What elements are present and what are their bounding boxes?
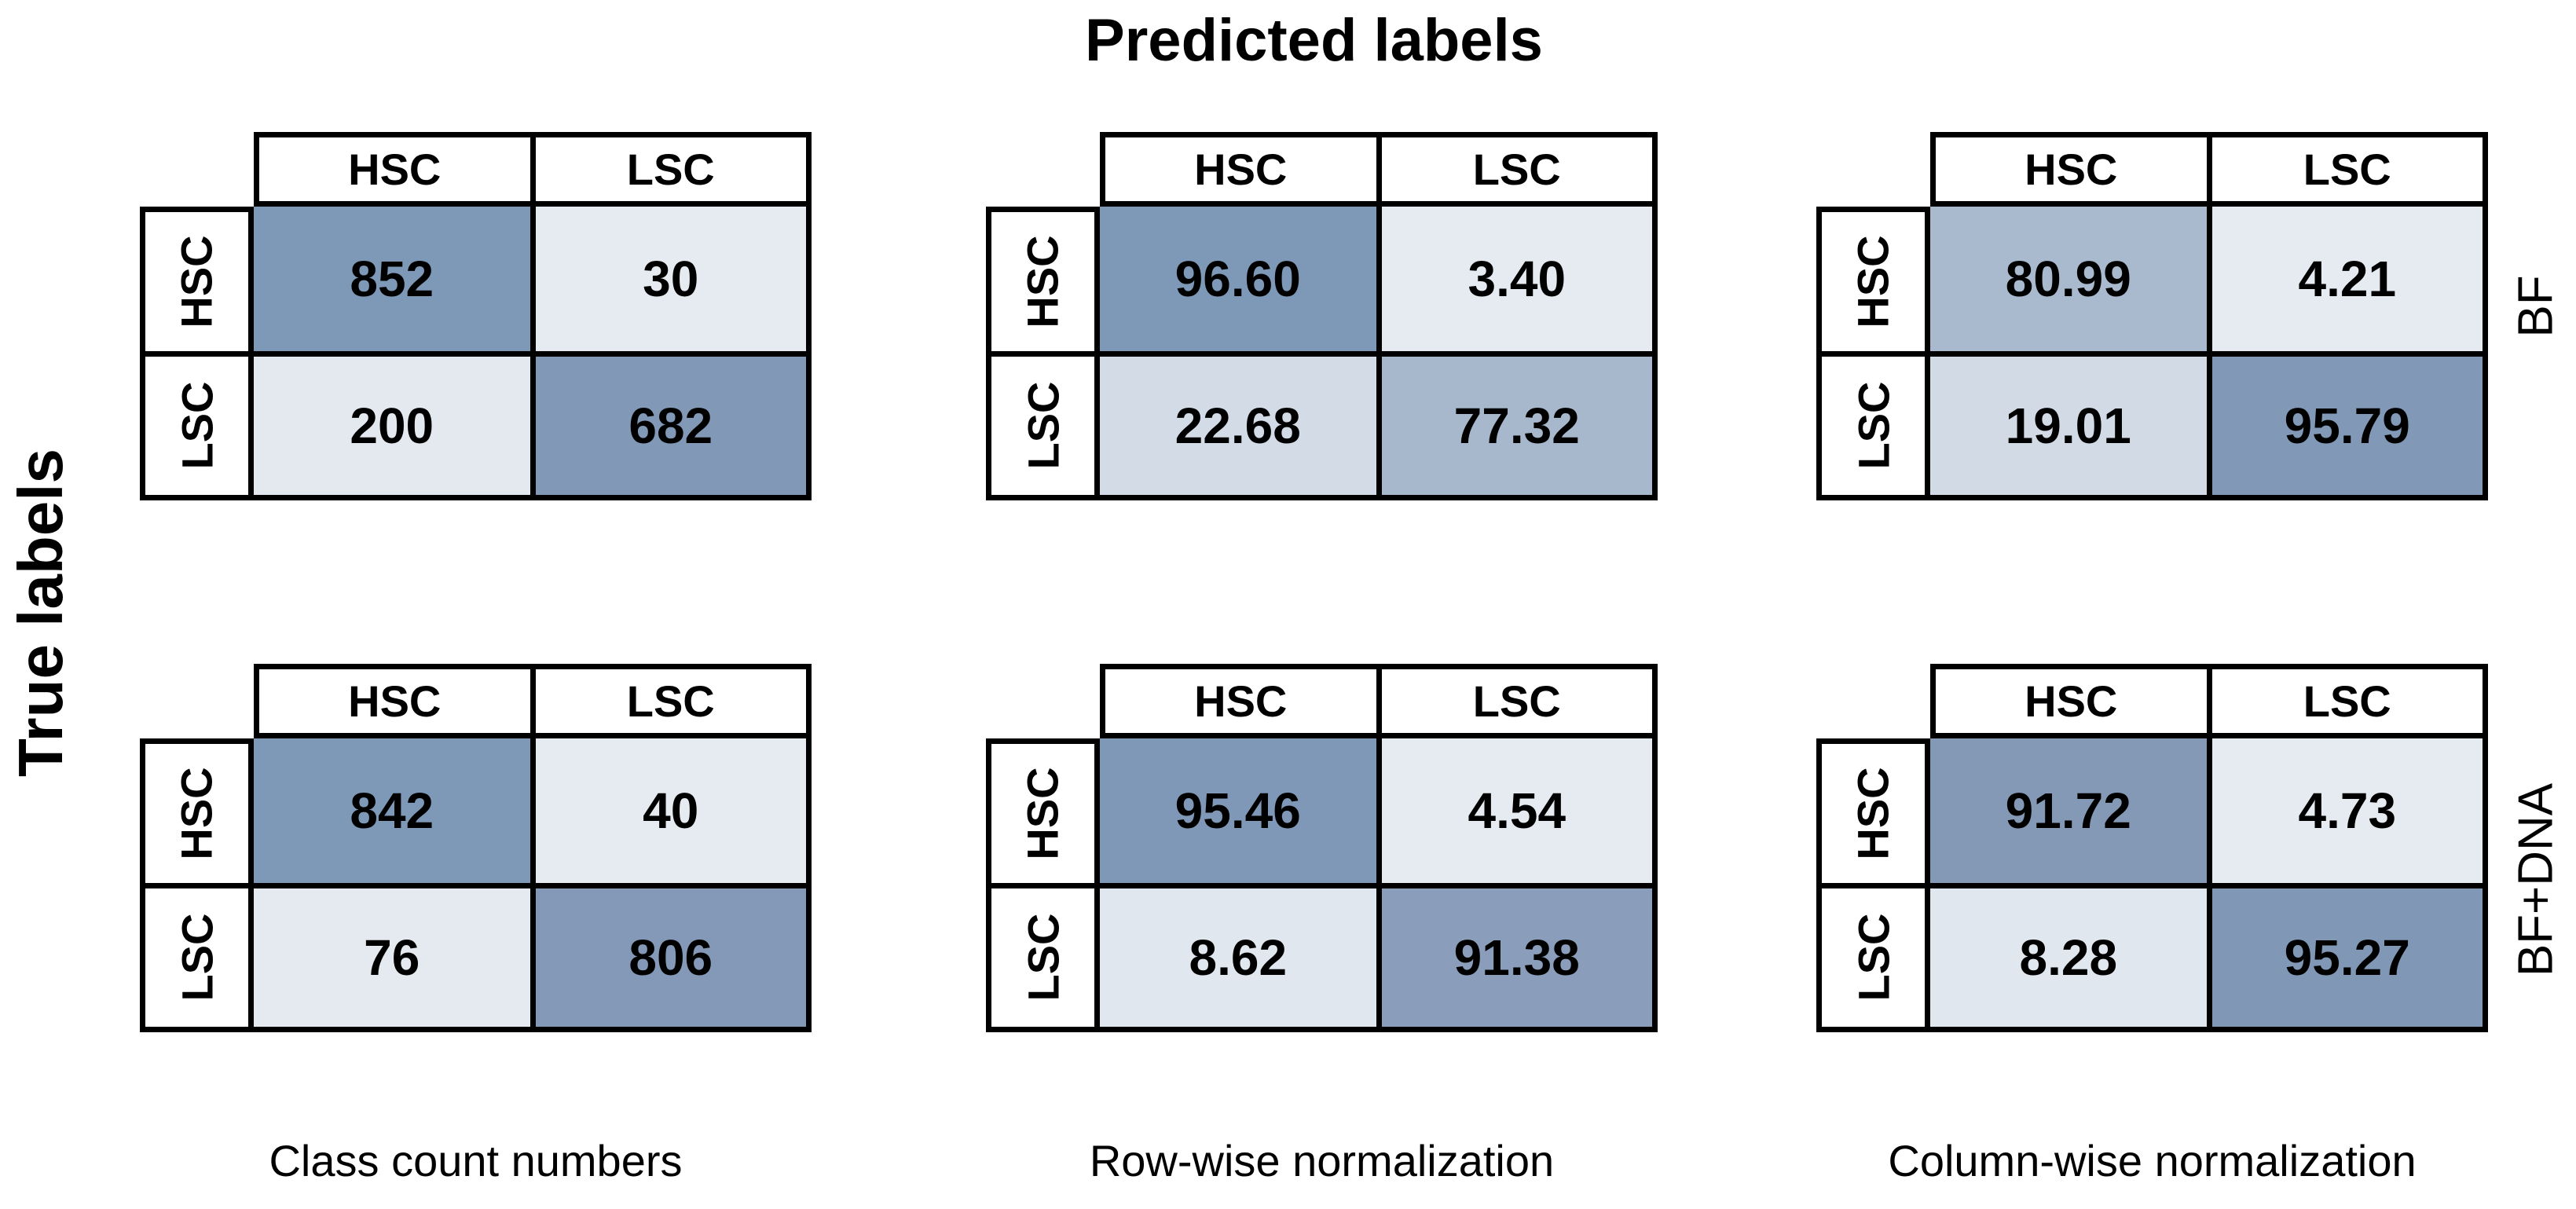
cell-hsc-lsc: 4.73 bbox=[2206, 738, 2483, 883]
caption-class-count-numbers: Class count numbers bbox=[269, 1136, 683, 1185]
corner-spacer bbox=[1816, 132, 1930, 207]
row-group-label-bfdna: BF+DNA bbox=[2508, 782, 2563, 977]
cell-lsc-lsc: 95.27 bbox=[2206, 882, 2483, 1027]
cell-hsc-lsc: 4.54 bbox=[1376, 738, 1652, 883]
cell-hsc-lsc: 3.40 bbox=[1376, 207, 1652, 351]
true-header-col: HSC LSC bbox=[986, 738, 1100, 1032]
row-header-hsc: HSC bbox=[145, 744, 248, 883]
true-header-col: HSC LSC bbox=[1816, 207, 1930, 500]
matrix-cells: 96.60 3.40 22.68 77.32 bbox=[1100, 207, 1658, 500]
cell-lsc-lsc: 91.38 bbox=[1376, 882, 1652, 1027]
confusion-matrix-bf-columnwise: HSC LSC HSC LSC 80.99 4.21 19.01 95.79 bbox=[1816, 132, 2488, 500]
confusion-matrix-bfdna-counts: HSC LSC HSC LSC 842 40 76 806 bbox=[140, 664, 812, 1032]
row-header-lsc-label: LSC bbox=[172, 381, 222, 470]
col-header-hsc: HSC bbox=[348, 145, 442, 194]
predicted-header-row: HSC LSC bbox=[1930, 664, 2488, 738]
x-axis-title: Predicted labels bbox=[1085, 7, 1543, 74]
row-group-label-bf: BF bbox=[2508, 275, 2563, 338]
cell-lsc-lsc: 95.79 bbox=[2206, 350, 2483, 495]
cell-hsc-lsc: 4.21 bbox=[2206, 207, 2483, 351]
confusion-matrix-bf-rowwise: HSC LSC HSC LSC 96.60 3.40 22.68 77.32 bbox=[986, 132, 1658, 500]
cell-hsc-lsc: 40 bbox=[529, 738, 806, 883]
cell-hsc-hsc: 852 bbox=[254, 207, 530, 351]
matrix-cells: 91.72 4.73 8.28 95.27 bbox=[1930, 738, 2488, 1032]
cell-lsc-hsc: 200 bbox=[254, 350, 530, 495]
true-header-col: HSC LSC bbox=[1816, 738, 1930, 1032]
cell-lsc-hsc: 76 bbox=[254, 882, 530, 1027]
corner-spacer bbox=[140, 132, 254, 207]
predicted-header-row: HSC LSC bbox=[1100, 132, 1658, 207]
cell-hsc-hsc: 95.46 bbox=[1100, 738, 1376, 883]
true-header-col: HSC LSC bbox=[986, 207, 1100, 500]
row-header-hsc-label: HSC bbox=[171, 767, 222, 860]
row-header-hsc-label: HSC bbox=[1017, 235, 1068, 328]
confusion-matrix-bfdna-rowwise: HSC LSC HSC LSC 95.46 4.54 8.62 91.38 bbox=[986, 664, 1658, 1032]
row-header-hsc: HSC bbox=[1822, 212, 1925, 351]
caption-row-wise-normalization: Row-wise normalization bbox=[1089, 1136, 1555, 1185]
row-header-hsc-label: HSC bbox=[1848, 235, 1898, 328]
row-header-lsc: LSC bbox=[1822, 350, 1925, 496]
row-header-lsc-label: LSC bbox=[172, 913, 222, 1002]
row-header-lsc: LSC bbox=[991, 350, 1094, 496]
cell-lsc-lsc: 806 bbox=[529, 882, 806, 1027]
true-header-col: HSC LSC bbox=[140, 738, 254, 1032]
cell-lsc-lsc: 682 bbox=[529, 350, 806, 495]
col-header-hsc: HSC bbox=[1194, 145, 1288, 194]
row-header-lsc: LSC bbox=[145, 882, 248, 1028]
cell-hsc-hsc: 96.60 bbox=[1100, 207, 1376, 351]
matrix-cells: 852 30 200 682 bbox=[254, 207, 812, 500]
row-header-lsc: LSC bbox=[1822, 882, 1925, 1028]
predicted-header-row: HSC LSC bbox=[254, 132, 812, 207]
confusion-matrix-bfdna-columnwise: HSC LSC HSC LSC 91.72 4.73 8.28 95.27 bbox=[1816, 664, 2488, 1032]
cell-hsc-lsc: 30 bbox=[529, 207, 806, 351]
row-header-hsc-label: HSC bbox=[171, 235, 222, 328]
confusion-matrix-bf-counts: HSC LSC HSC LSC 852 30 200 682 bbox=[140, 132, 812, 500]
true-header-col: HSC LSC bbox=[140, 207, 254, 500]
matrix-cells: 842 40 76 806 bbox=[254, 738, 812, 1032]
cell-hsc-hsc: 80.99 bbox=[1930, 207, 2207, 351]
col-header-hsc: HSC bbox=[2025, 145, 2118, 194]
col-header-hsc: HSC bbox=[348, 676, 442, 726]
predicted-header-row: HSC LSC bbox=[1930, 132, 2488, 207]
row-header-hsc-label: HSC bbox=[1017, 767, 1068, 860]
col-header-lsc: LSC bbox=[529, 137, 807, 201]
caption-column-wise-normalization: Column-wise normalization bbox=[1888, 1136, 2417, 1185]
cell-lsc-hsc: 8.62 bbox=[1100, 882, 1376, 1027]
row-header-hsc: HSC bbox=[991, 744, 1094, 883]
cell-lsc-lsc: 77.32 bbox=[1376, 350, 1652, 495]
row-header-hsc: HSC bbox=[1822, 744, 1925, 883]
cell-lsc-hsc: 19.01 bbox=[1930, 350, 2207, 495]
row-header-lsc-label: LSC bbox=[1018, 381, 1068, 470]
cell-hsc-hsc: 842 bbox=[254, 738, 530, 883]
matrix-cells: 80.99 4.21 19.01 95.79 bbox=[1930, 207, 2488, 500]
y-axis-title: True labels bbox=[5, 449, 75, 777]
corner-spacer bbox=[986, 132, 1100, 207]
row-header-lsc-label: LSC bbox=[1849, 381, 1898, 470]
row-header-hsc: HSC bbox=[145, 212, 248, 351]
cell-lsc-hsc: 8.28 bbox=[1930, 882, 2207, 1027]
row-header-lsc-label: LSC bbox=[1849, 913, 1898, 1002]
col-header-lsc: LSC bbox=[1376, 669, 1653, 733]
row-header-lsc: LSC bbox=[991, 882, 1094, 1028]
col-header-lsc: LSC bbox=[529, 669, 807, 733]
col-header-hsc: HSC bbox=[2025, 676, 2118, 726]
col-header-lsc: LSC bbox=[2206, 669, 2483, 733]
row-header-lsc-label: LSC bbox=[1018, 913, 1068, 1002]
col-header-hsc: HSC bbox=[1194, 676, 1288, 726]
row-header-hsc-label: HSC bbox=[1848, 767, 1898, 860]
col-header-lsc: LSC bbox=[1376, 137, 1653, 201]
row-header-hsc: HSC bbox=[991, 212, 1094, 351]
row-header-lsc: LSC bbox=[145, 350, 248, 496]
corner-spacer bbox=[986, 664, 1100, 738]
corner-spacer bbox=[1816, 664, 1930, 738]
corner-spacer bbox=[140, 664, 254, 738]
cell-lsc-hsc: 22.68 bbox=[1100, 350, 1376, 495]
cell-hsc-hsc: 91.72 bbox=[1930, 738, 2207, 883]
matrix-cells: 95.46 4.54 8.62 91.38 bbox=[1100, 738, 1658, 1032]
col-header-lsc: LSC bbox=[2206, 137, 2483, 201]
predicted-header-row: HSC LSC bbox=[1100, 664, 1658, 738]
predicted-header-row: HSC LSC bbox=[254, 664, 812, 738]
